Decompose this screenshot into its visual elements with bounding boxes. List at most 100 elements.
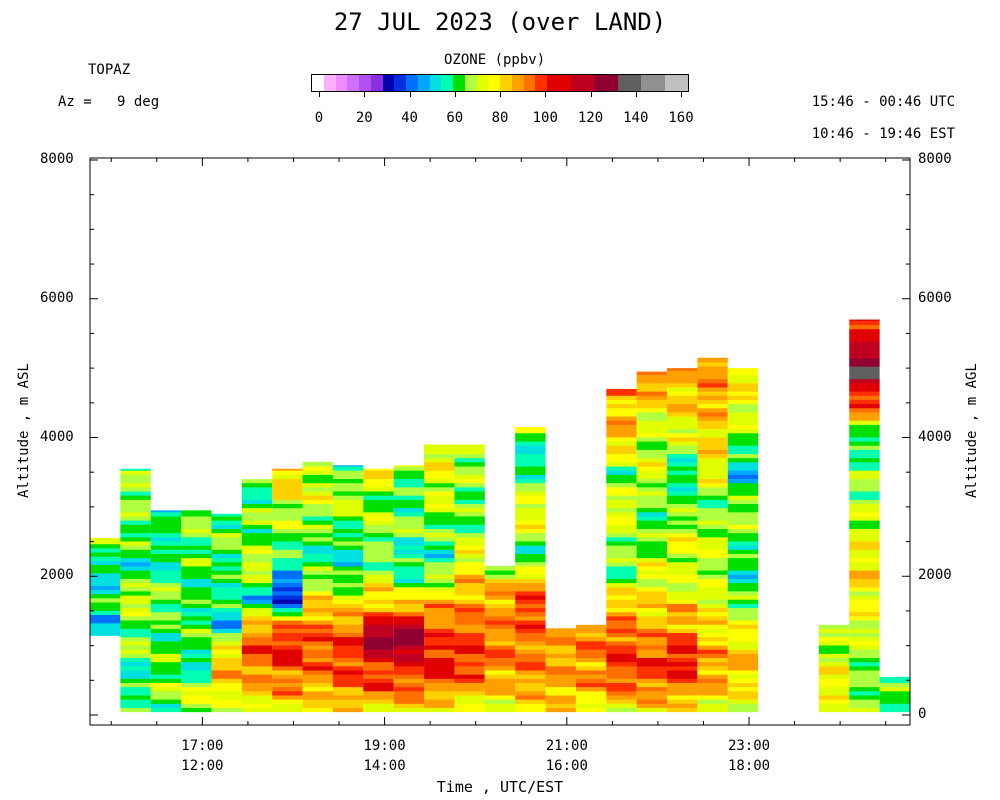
ozone-cell [332,557,364,563]
ozone-cell [120,619,151,625]
ozone-cell [332,465,364,467]
ozone-cell [150,607,182,613]
ozone-cell [332,549,364,554]
ozone-cell [393,490,425,496]
ozone-cell [606,674,637,679]
y-tick-label-left: 6000 [40,289,74,306]
ozone-cell [697,565,728,571]
colorbar-tick-mark [454,92,456,97]
ozone-cell [211,553,242,559]
ozone-cell [515,599,546,604]
ozone-cell [393,507,425,513]
ozone-cell [697,490,728,496]
ozone-cell [727,644,759,650]
ozone-cell [849,319,880,321]
ozone-cell [879,707,910,713]
ozone-cell [302,574,333,579]
ozone-cell [515,678,546,683]
ozone-cell [393,636,425,642]
ozone-cell [302,507,333,513]
ozone-cell [393,499,425,505]
ozone-cell [181,574,212,579]
ozone-cell [849,486,880,492]
ozone-cell [332,478,364,484]
ozone-cell [636,445,668,450]
ozone-cell [120,607,151,613]
ozone-cell [667,545,698,550]
ozone-cell [606,640,637,646]
ozone-cell [849,599,880,604]
ozone-cell [90,614,121,620]
ozone-cell [332,486,364,492]
ozone-cell [393,707,425,713]
ozone-cell [332,553,364,559]
colorbar [311,74,689,92]
ozone-cell [636,682,668,688]
ozone-cell [424,707,455,713]
ozone-cell [181,657,212,663]
ozone-cell [424,507,455,513]
ozone-cell [484,594,516,600]
ozone-cell [454,515,485,521]
ozone-cell [727,499,759,505]
ozone-cell [515,474,546,480]
ozone-cell [241,578,273,584]
ozone-cell [332,624,364,629]
ozone-cell [697,486,728,492]
ozone-cell [727,399,759,405]
ozone-cell [697,361,728,367]
ozone-cell [636,599,668,604]
ozone-cell [454,511,485,517]
ozone-cell [332,644,364,650]
ozone-cell [181,674,212,679]
ozone-cell [636,532,668,538]
ozone-cell [636,561,668,567]
ozone-cell [727,420,759,425]
ozone-cell [302,490,333,496]
ozone-cell [241,636,273,642]
ozone-cell [272,619,303,625]
ozone-cell [454,690,485,696]
ozone-cell [515,590,546,596]
ozone-cell [515,432,546,438]
ozone-cell [636,403,668,409]
ozone-cell [363,594,394,600]
colorbar-tick-mark [500,92,501,97]
ozone-cell [667,599,698,604]
ozone-cell [424,574,455,579]
ozone-cell [424,619,455,625]
ozone-cell [272,640,303,646]
ozone-cell [636,644,668,650]
ozone-cell [727,661,759,667]
ozone-cell [241,707,273,713]
ozone-cell [272,653,303,659]
ozone-cell [181,669,212,675]
ozone-cell [120,690,151,696]
ozone-cell [849,357,880,363]
ozone-cell [667,636,698,642]
ozone-cell [363,661,394,667]
ozone-cell [454,665,485,671]
colorbar-tick-label: 60 [446,110,464,126]
ozone-cell [211,619,242,625]
ozone-cell [150,570,182,575]
ozone-cell [272,699,303,704]
ozone-cell [606,694,637,700]
ozone-cell [849,528,880,534]
ozone-cell [363,644,394,650]
ozone-cell [302,599,333,604]
ozone-cell [393,574,425,579]
ozone-cell [120,707,151,713]
ozone-cell [575,682,607,688]
ozone-cell [697,436,728,442]
colorbar-tick-label: 20 [355,110,373,126]
ozone-cell [211,674,242,679]
colorbar-segment [370,75,383,91]
ozone-cell [90,581,121,586]
ozone-cell [241,482,273,488]
ozone-cell [575,661,607,667]
ozone-cell [181,632,212,638]
ozone-cell [606,440,637,446]
ozone-cell [818,632,850,638]
ozone-cell [120,661,151,667]
